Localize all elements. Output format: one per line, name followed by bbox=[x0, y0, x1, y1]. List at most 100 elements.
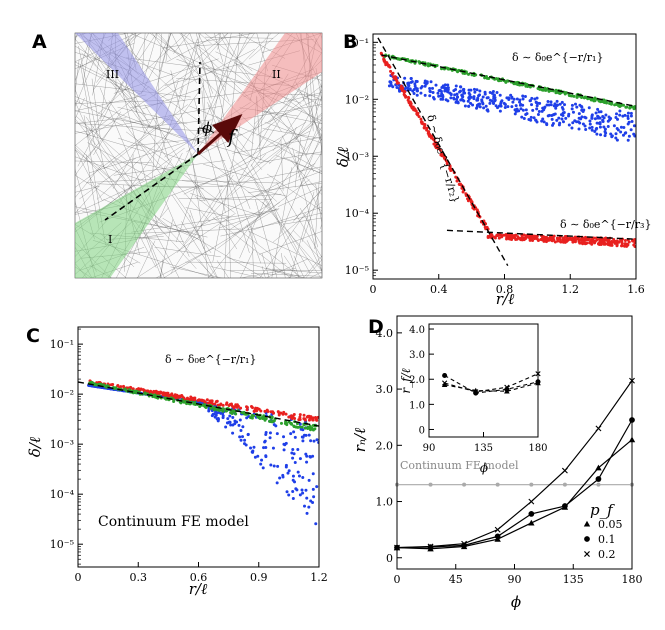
panel-c-sector-ii-point bbox=[271, 411, 275, 415]
panel-b-sector-iii-point bbox=[413, 82, 417, 86]
fiber bbox=[292, 147, 318, 248]
fiber bbox=[198, 153, 272, 210]
fiber bbox=[324, 0, 326, 141]
panel-b-sector-iii-point bbox=[535, 101, 539, 105]
panel-c-sector-i-point bbox=[300, 425, 304, 429]
panel-b-sector-ii-point bbox=[493, 236, 497, 240]
panel-c-sector-iii-point bbox=[272, 423, 276, 427]
panel-c-sector-i-point bbox=[268, 419, 272, 423]
fiber bbox=[96, 33, 188, 116]
panel-b-sector-iii-point bbox=[469, 88, 473, 92]
panel-c-sector-iii-point bbox=[262, 446, 266, 450]
panel-c-sector-ii-point bbox=[298, 413, 302, 417]
panel-b-sector-iii-point bbox=[530, 96, 534, 100]
panel-c-sector-ii-point bbox=[251, 406, 255, 410]
panel-c-sector-iii-point bbox=[295, 488, 299, 492]
fiber bbox=[254, 170, 322, 197]
fiber bbox=[144, 104, 206, 202]
panel-c-sector-ii-point bbox=[180, 394, 184, 398]
panel-b-sector-iii-point bbox=[404, 86, 408, 90]
panel-c-sector-ii-point bbox=[213, 402, 217, 406]
fiber bbox=[156, 33, 229, 92]
panel-b-sector-iii-point bbox=[553, 112, 557, 116]
panel-b-sector-iii-point bbox=[455, 97, 459, 101]
fiber bbox=[93, 33, 137, 91]
panel-c-continuum-label: Continuum FE model bbox=[98, 514, 249, 530]
panel-b-sector-iii-point bbox=[498, 93, 502, 97]
panel-b-sector-iii-point bbox=[626, 111, 630, 115]
panel-c-sector-iii-point bbox=[305, 454, 309, 458]
panel-b-sector-iii-point bbox=[467, 97, 471, 101]
panel-c-sector-iii-point bbox=[282, 448, 286, 452]
panel-b-sector-iii-point bbox=[478, 105, 482, 109]
panel-c-sector-iii-point bbox=[256, 454, 260, 458]
panel-c-sector-i-point bbox=[242, 410, 246, 414]
fiber bbox=[129, 33, 216, 70]
continuum-fe-point bbox=[596, 482, 601, 487]
fiber bbox=[314, 134, 322, 249]
fiber bbox=[91, 78, 101, 139]
panel-c-sector-ii-point bbox=[292, 413, 296, 417]
fiber bbox=[75, 163, 103, 198]
fiber bbox=[75, 100, 123, 126]
inset-cross-marker bbox=[441, 380, 448, 386]
fiber bbox=[264, 121, 322, 144]
fiber bbox=[165, 33, 170, 63]
panel-b-sector-iii-point bbox=[619, 130, 623, 134]
panel-d-x-tick-label: 135 bbox=[563, 573, 584, 586]
fiber bbox=[298, 137, 322, 178]
panel-b-sector-ii-point bbox=[458, 183, 462, 187]
panel-b-sector-iii-point bbox=[595, 132, 599, 136]
panel-b-sector-ii-point bbox=[543, 238, 547, 242]
fiber bbox=[295, 152, 322, 155]
panel-b-sector-ii-point bbox=[390, 72, 394, 76]
panel-c-sector-i-point bbox=[171, 397, 175, 401]
panel-b-sector-ii-point bbox=[603, 242, 607, 246]
panel-b-sector-iii-point bbox=[581, 109, 585, 113]
panel-c-sector-iii-point bbox=[312, 439, 316, 443]
panel-c-sector-i-point bbox=[143, 391, 147, 395]
panel-b-sector-i-point bbox=[622, 103, 626, 107]
fiber bbox=[196, 33, 212, 99]
panel-b-sector-iii-point bbox=[437, 94, 441, 98]
panel-b-sector-ii-point bbox=[604, 238, 608, 242]
panel-c-sector-iii-point bbox=[276, 464, 280, 468]
panel-c-sector-iii-point bbox=[226, 417, 230, 421]
panel-c-sector-i-point bbox=[290, 422, 294, 426]
fiber bbox=[251, 273, 322, 277]
panel-c-sector-ii-point bbox=[172, 394, 176, 398]
fiber bbox=[238, 33, 272, 67]
panel-b-sector-iii-point bbox=[595, 121, 599, 125]
panel-b-sector-iii-point bbox=[618, 109, 622, 113]
inset-y-label: r_f/ℓ bbox=[399, 368, 413, 393]
fiber bbox=[332, 28, 340, 128]
panel-b-sector-iii-point bbox=[629, 128, 633, 132]
panel-c-sector-iii-point bbox=[285, 490, 289, 494]
panel-b-sector-iii-point bbox=[563, 103, 567, 107]
series-circle-marker bbox=[528, 511, 535, 517]
panel-b-sector-iii-point bbox=[524, 112, 528, 116]
panel-b-sector-iii-point bbox=[458, 89, 462, 93]
panel-b-sector-iii-point bbox=[619, 125, 623, 129]
panel-c-sector-iii-point bbox=[289, 432, 293, 436]
panel-c-sector-iii-point bbox=[260, 458, 264, 462]
panel-b-sector-iii-point bbox=[536, 112, 540, 116]
fiber bbox=[113, 160, 226, 176]
panel-b-sector-ii-point bbox=[454, 175, 458, 179]
panel-b-sector-iii-point bbox=[547, 103, 551, 107]
panel-b-annotation-r2: δ ∼ δ₀e^{−r/r₂} bbox=[424, 113, 462, 204]
panel-c-sector-iii-point bbox=[231, 431, 235, 435]
panel-b-sector-iii-point bbox=[614, 132, 618, 136]
panel-b-sector-iii-point bbox=[475, 106, 479, 110]
panel-b-sector-iii-point bbox=[410, 80, 414, 84]
panel-c-sector-iii-point bbox=[207, 409, 211, 413]
panel-d-y-tick-label: 1.0 bbox=[376, 496, 394, 509]
fiber bbox=[272, 110, 303, 152]
panel-b-sector-iii-point bbox=[615, 112, 619, 116]
fiber bbox=[75, 38, 97, 66]
fiber bbox=[124, 228, 242, 235]
panel-b-sector-iii-point bbox=[549, 103, 553, 107]
panel-c-sector-iii-point bbox=[246, 433, 250, 437]
panel-b-sector-iii-point bbox=[413, 84, 417, 88]
